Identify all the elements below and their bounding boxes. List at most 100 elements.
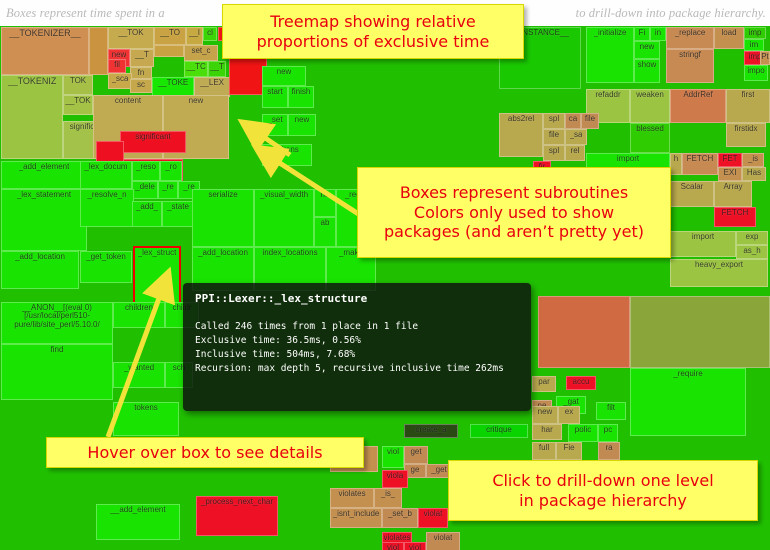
treemap-tile[interactable]: heavy_export bbox=[670, 259, 768, 287]
treemap-tile[interactable]: _state bbox=[162, 201, 194, 227]
treemap-tile[interactable]: _sa bbox=[565, 129, 587, 145]
treemap-tile[interactable]: ra bbox=[598, 442, 620, 460]
treemap-tile[interactable]: __l bbox=[186, 27, 203, 45]
treemap-tile[interactable]: __ANON__[(eval 0)[/usr/local/perl510-pur… bbox=[1, 302, 113, 344]
treemap-tile[interactable]: _set bbox=[262, 114, 288, 136]
treemap-tile[interactable]: har bbox=[532, 424, 562, 440]
treemap-tile[interactable]: file bbox=[543, 129, 565, 145]
treemap-tile[interactable]: children bbox=[113, 302, 165, 328]
treemap-tile[interactable]: _lex_statement bbox=[1, 189, 87, 251]
treemap-tile[interactable]: viol bbox=[404, 542, 426, 550]
treemap-tile[interactable]: EXI bbox=[718, 167, 742, 181]
treemap-tile[interactable] bbox=[630, 296, 770, 368]
treemap-tile[interactable]: viola bbox=[382, 470, 408, 488]
treemap-tile[interactable]: tokens bbox=[113, 402, 179, 436]
treemap-tile[interactable]: start bbox=[262, 86, 288, 108]
treemap-tile[interactable]: rel bbox=[565, 145, 585, 161]
treemap-tile[interactable]: in bbox=[650, 27, 666, 41]
treemap-tile[interactable]: _visual_width bbox=[254, 189, 314, 247]
treemap-tile[interactable]: _dele bbox=[132, 181, 158, 199]
treemap-tile[interactable]: full bbox=[532, 442, 556, 460]
treemap-tile[interactable]: Pt bbox=[760, 51, 770, 65]
treemap-tile[interactable]: _ro bbox=[160, 161, 182, 181]
treemap-tile[interactable]: set_c bbox=[184, 45, 218, 61]
treemap-tile[interactable] bbox=[538, 296, 630, 368]
treemap-tile[interactable]: create_a bbox=[404, 424, 458, 438]
treemap-tile[interactable]: _is bbox=[742, 153, 764, 167]
treemap-tile[interactable]: ex bbox=[558, 406, 580, 424]
treemap-tile[interactable]: __TO bbox=[154, 27, 186, 45]
treemap-tile[interactable]: _lex_docum bbox=[80, 161, 132, 189]
treemap-tile[interactable]: imp bbox=[744, 27, 766, 39]
treemap-tile[interactable]: finish bbox=[288, 86, 314, 108]
treemap-tile[interactable] bbox=[154, 45, 184, 57]
treemap-tile[interactable]: accu bbox=[566, 376, 596, 390]
treemap-tile[interactable]: new bbox=[634, 41, 660, 59]
treemap-tile[interactable]: spl bbox=[543, 113, 565, 129]
treemap-tile[interactable]: violat bbox=[426, 532, 460, 550]
treemap-tile[interactable]: pc bbox=[598, 424, 618, 442]
treemap-tile[interactable]: __add_element bbox=[96, 504, 180, 540]
treemap-tile[interactable]: _initialize bbox=[586, 27, 634, 83]
treemap-tile[interactable]: _require bbox=[630, 368, 746, 436]
treemap-tile[interactable]: _set_b bbox=[382, 508, 418, 528]
treemap-tile[interactable]: __TOKENIZER__ bbox=[1, 27, 89, 75]
treemap-tile[interactable]: _add_ bbox=[132, 201, 162, 227]
treemap-tile[interactable]: _lex_struct bbox=[133, 246, 181, 304]
treemap-tile[interactable]: spl bbox=[543, 145, 565, 161]
treemap-tile[interactable]: viol bbox=[382, 446, 404, 468]
treemap-tile[interactable]: _wanted bbox=[113, 362, 165, 388]
treemap-tile[interactable]: _process_next_char bbox=[196, 496, 278, 536]
treemap-tile[interactable]: _is_ bbox=[374, 488, 402, 508]
treemap-tile[interactable]: h bbox=[670, 153, 682, 175]
treemap-tile[interactable]: __TOK bbox=[108, 27, 154, 49]
treemap-tile[interactable]: impo bbox=[744, 65, 768, 81]
treemap-tile[interactable]: as_h bbox=[736, 245, 768, 259]
treemap-tile[interactable]: new bbox=[262, 66, 306, 86]
treemap-tile[interactable]: exp bbox=[736, 231, 768, 245]
treemap-tile[interactable]: __T bbox=[208, 61, 226, 77]
treemap-tile[interactable]: Has bbox=[742, 167, 766, 181]
treemap-tile[interactable]: _resolve_n bbox=[80, 189, 134, 227]
treemap-tile[interactable]: viol bbox=[382, 542, 404, 550]
treemap-tile[interactable]: tokens bbox=[262, 144, 312, 166]
treemap-tile[interactable]: sc bbox=[130, 79, 152, 93]
treemap-tile[interactable]: new bbox=[288, 114, 316, 136]
treemap-tile[interactable]: FET bbox=[718, 153, 742, 167]
treemap-tile[interactable]: cl bbox=[203, 27, 217, 41]
treemap-tile[interactable]: AddrRef bbox=[670, 89, 726, 123]
treemap-tile[interactable]: ca bbox=[565, 113, 581, 129]
treemap-tile[interactable]: _sca bbox=[108, 73, 132, 89]
treemap-tile[interactable]: stringf bbox=[666, 49, 714, 83]
treemap-tile[interactable]: ge bbox=[404, 464, 426, 478]
treemap-tile[interactable]: __T bbox=[130, 49, 154, 67]
treemap-tile[interactable]: firstidx bbox=[726, 123, 766, 147]
treemap-tile[interactable]: critique bbox=[470, 424, 528, 438]
treemap-tile[interactable]: Array bbox=[714, 181, 752, 207]
treemap-tile[interactable]: get bbox=[404, 446, 428, 464]
treemap-tile[interactable]: weaken bbox=[630, 89, 670, 123]
treemap-tile[interactable]: _isnt_include bbox=[330, 508, 382, 528]
treemap-tile[interactable]: _add_element bbox=[1, 161, 87, 189]
treemap-tile[interactable]: polic bbox=[568, 424, 598, 442]
treemap-tile[interactable]: __TC bbox=[184, 61, 208, 77]
treemap-tile[interactable]: import bbox=[670, 231, 736, 257]
treemap-tile[interactable]: serialize bbox=[192, 189, 254, 247]
treemap-tile[interactable]: load bbox=[714, 27, 744, 49]
treemap-tile[interactable]: violates bbox=[330, 488, 374, 508]
treemap-tile[interactable]: fn bbox=[130, 67, 152, 79]
treemap-tile[interactable]: file bbox=[581, 113, 599, 129]
treemap-tile[interactable]: Fi bbox=[634, 27, 650, 41]
treemap-tile[interactable]: show bbox=[634, 59, 660, 83]
treemap-tile[interactable]: filt bbox=[596, 402, 626, 420]
treemap-tile[interactable]: FETCH bbox=[714, 207, 756, 227]
treemap-tile[interactable] bbox=[89, 27, 108, 75]
treemap-tile[interactable]: significant bbox=[120, 131, 186, 153]
treemap-tile[interactable]: ne bbox=[314, 189, 336, 217]
treemap-tile[interactable]: new bbox=[532, 406, 558, 424]
treemap-tile[interactable]: find bbox=[1, 344, 113, 400]
treemap-tile[interactable]: fil bbox=[108, 59, 126, 73]
treemap-tile[interactable]: par bbox=[532, 376, 556, 392]
treemap-tile[interactable]: ab bbox=[314, 217, 336, 247]
treemap-tile[interactable]: __TOK bbox=[63, 95, 93, 115]
